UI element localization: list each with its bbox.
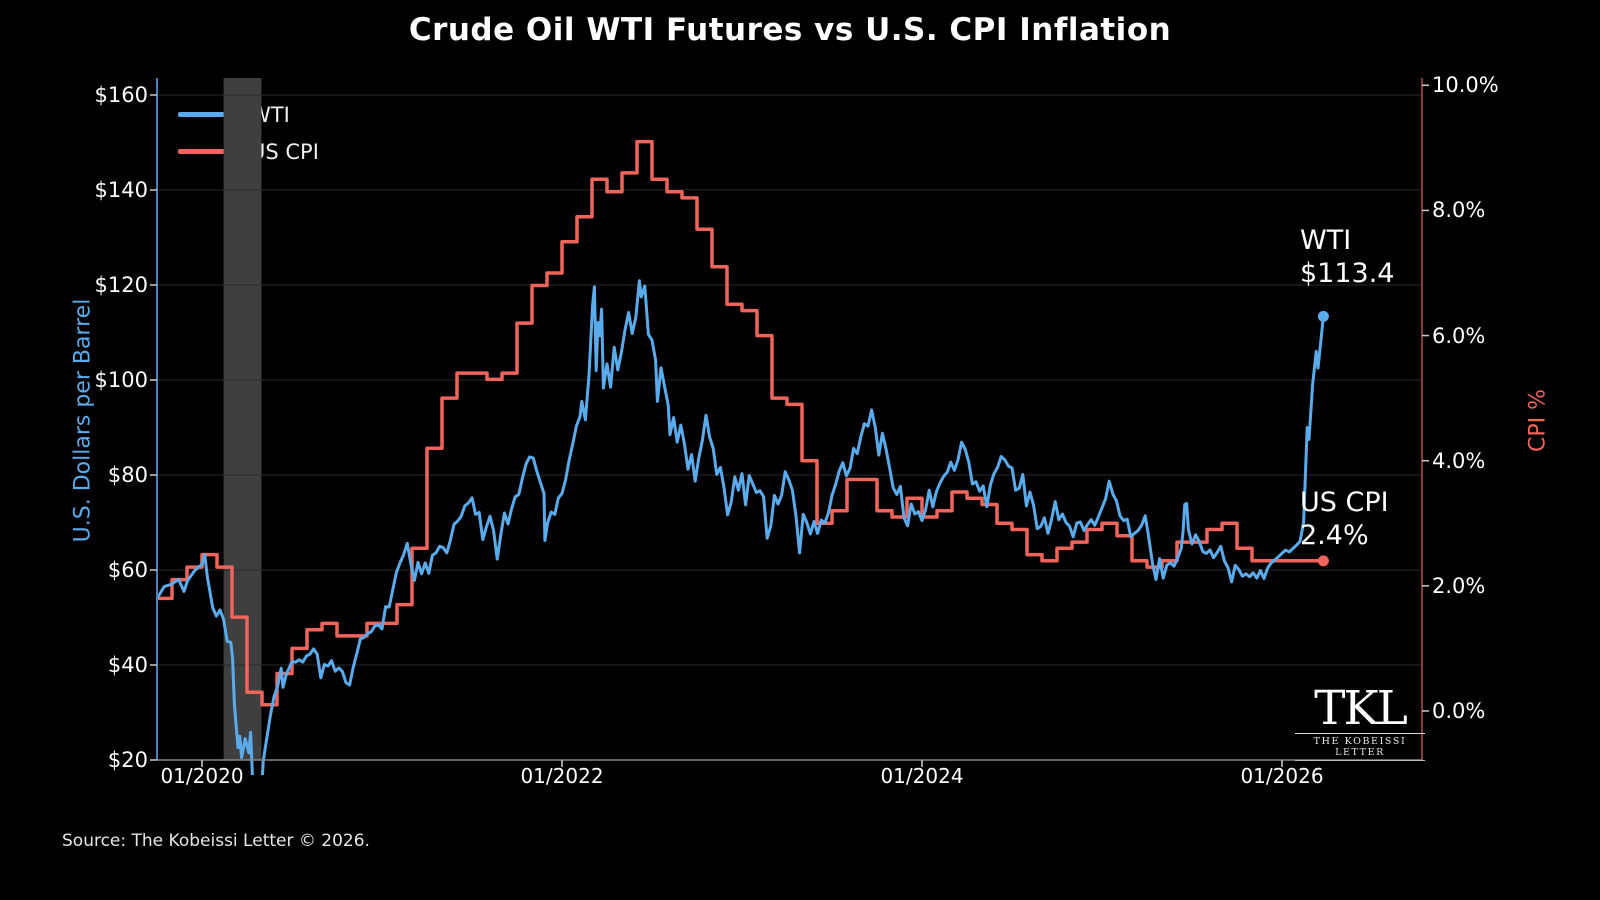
- y-left-tick-label: $60: [107, 558, 148, 582]
- wti-annotation-name: WTI: [1300, 225, 1352, 256]
- cpi-annotation-value: 2.4%: [1300, 520, 1369, 551]
- y-right-tick-label: 2.0%: [1432, 573, 1486, 598]
- y-right-tick-label: 0.0%: [1432, 699, 1486, 723]
- y-right-tick-label: 4.0%: [1432, 448, 1486, 473]
- wti-value-annotation: WTI $113.4: [1300, 224, 1394, 290]
- tkl-logo-monogram: TKL: [1314, 681, 1408, 736]
- recession-band: [223, 78, 262, 760]
- source-note: Source: The Kobeissi Letter © 2026.: [62, 831, 370, 851]
- wti-line: [157, 279, 1325, 775]
- y-right-tick-label: 6.0%: [1432, 323, 1486, 348]
- tkl-logo: TKL THE KOBEISSI LETTER: [1295, 681, 1425, 761]
- y-left-tick-label: $20: [107, 748, 148, 772]
- legend-label-cpi: US CPI: [250, 139, 319, 164]
- cpi-end-dot: [1317, 555, 1329, 567]
- wti-annotation-value: $113.4: [1300, 258, 1395, 289]
- cpi-value-annotation: US CPI 2.4%: [1300, 486, 1389, 552]
- y-left-tick-label: $160: [94, 83, 148, 107]
- y-left-tick-label: $140: [94, 178, 148, 202]
- x-tick-label: 01/2020: [160, 764, 244, 788]
- y-left-tick-label: $40: [107, 653, 148, 677]
- tkl-logo-caption: THE KOBEISSI LETTER: [1295, 733, 1425, 761]
- legend-item-cpi: US CPI: [178, 133, 319, 170]
- left-axis-title: U.S. Dollars per Barrel: [70, 298, 96, 543]
- y-left-tick-label: $80: [107, 463, 148, 487]
- x-tick-label: 01/2024: [880, 764, 964, 788]
- cpi-annotation-name: US CPI: [1300, 487, 1389, 518]
- right-axis-title: CPI %: [1525, 389, 1551, 453]
- wti-end-dot: [1317, 310, 1329, 322]
- y-right-tick-label: 10.0%: [1432, 73, 1499, 98]
- cpi-line: [157, 139, 1324, 707]
- wti-line-swatch: [178, 112, 236, 117]
- chart-title: Crude Oil WTI Futures vs U.S. CPI Inflat…: [408, 12, 1172, 48]
- x-tick-label: 01/2026: [1240, 764, 1324, 788]
- y-left-tick-label: $120: [94, 273, 148, 297]
- x-tick-label: 01/2022: [520, 764, 604, 788]
- y-left-tick-label: $100: [94, 368, 148, 392]
- y-right-tick-label: 8.0%: [1432, 198, 1486, 223]
- cpi-line-swatch: [178, 149, 236, 154]
